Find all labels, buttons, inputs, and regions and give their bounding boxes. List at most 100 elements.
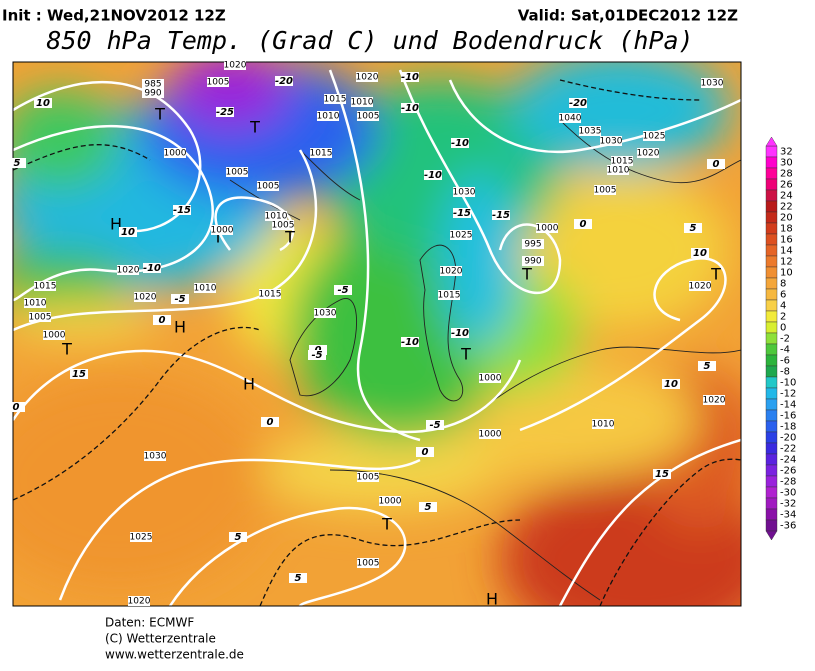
legend-tick-label: -16 [780,411,796,422]
valid-time: Valid: Sat,01DEC2012 12Z [518,7,738,25]
legend-swatch [765,200,778,213]
isotherm-label: -15 [173,205,191,216]
label-bg [272,220,294,230]
legend-swatch [765,233,778,246]
legend-tick-label: 8 [780,279,786,290]
legend-tick-label: -8 [780,367,790,378]
label-bg [569,98,587,108]
label-bg [261,417,279,427]
pressure-center: T [381,515,392,534]
isobar-label: 1005 [357,559,380,569]
label-bg [29,312,51,322]
isotherm-label: -20 [275,76,293,87]
legend-tick-label: -20 [780,433,796,444]
isotherm-label: 5 [235,532,242,543]
label-bg [130,532,152,542]
legend-tick-label: 12 [780,257,793,268]
isotherm-label: -5 [174,294,185,305]
isobar-label: 1020 [224,61,247,71]
legend-swatch [765,387,778,400]
legend-swatch [765,464,778,477]
legend-tick-label: 26 [780,180,793,191]
isobar-label: 1000 [379,497,402,507]
isobar-label: 1020 [117,266,140,276]
legend-swatch [765,343,778,356]
label-bg [379,496,401,506]
legend-tick-label: 28 [780,169,793,180]
isotherm-label: 5 [690,223,697,234]
label-bg [265,211,287,221]
label-bg [164,148,186,158]
label-bg [8,158,26,168]
label-bg [637,148,659,158]
label-bg [143,263,161,273]
label-bg [438,290,460,300]
isotherm-label: 10 [664,379,678,390]
legend-tick-label: -36 [780,521,796,532]
pressure-center: T [521,265,532,284]
legend-swatch [765,277,778,290]
label-bg [703,395,725,405]
color-legend: 32302826242220181614121086420-2-4-6-8-10… [765,136,796,541]
label-bg [401,72,419,82]
isobar-label: 1010 [592,420,615,430]
legend-swatch [765,288,778,301]
legend-swatch [765,486,778,499]
isotherm-label: -10 [143,263,161,274]
label-bg [594,185,616,195]
isobar-label: 990 [144,89,161,99]
label-bg [701,78,723,88]
map-frame [12,61,742,607]
legend-swatch [765,442,778,455]
isotherm-label: -10 [451,138,469,149]
isobar-label: 1020 [440,267,463,277]
isobar-label: 1010 [351,98,374,108]
legend-swatch [765,332,778,345]
label-bg [171,294,189,304]
legend-tick-label: -26 [780,466,796,477]
label-bg [357,558,379,568]
isotherm-label: 5 [425,502,432,513]
legend-tick-label: -6 [780,356,790,367]
label-bg [424,170,442,180]
isobar-label: 1000 [43,331,66,341]
isotherm-label: -25 [216,107,234,118]
isotherm-label: 0 [713,159,720,170]
label-bg [450,230,472,240]
label-bg [592,419,614,429]
isotherm-label: 5 [295,573,302,584]
label-bg [426,420,444,430]
isobar-label: 1020 [134,293,157,303]
label-bg [310,148,332,158]
legend-tick-label: 14 [780,246,793,257]
isotherm-label: -10 [401,72,419,83]
legend-cap-top [765,136,778,147]
label-bg [226,167,248,177]
legend-tick-label: 6 [780,290,786,301]
legend-swatch [765,178,778,191]
isobar-label: 1010 [24,299,47,309]
label-bg [579,126,601,136]
isobar-label: 1025 [643,132,666,142]
isobar-label: 1015 [611,157,634,167]
legend-swatch [765,376,778,389]
label-bg [401,103,419,113]
legend-swatch [765,475,778,488]
isotherm-label: 5 [14,158,21,169]
isobar-label: 995 [524,240,541,250]
label-bg [662,379,680,389]
label-bg [536,223,558,233]
label-bg [689,281,711,291]
isotherm-label: 15 [655,469,669,480]
legend-tick-label: -34 [780,510,796,521]
label-bg [698,361,716,371]
legend-swatch [765,508,778,521]
map-area [13,62,741,606]
isotherm-label: -10 [424,170,442,181]
pressure-center: T [212,228,223,247]
pressure-center: T [284,228,295,247]
isotherm-label: 0 [422,447,429,458]
isotherm-label: -10 [401,337,419,348]
isotherm-label: -5 [337,285,348,296]
